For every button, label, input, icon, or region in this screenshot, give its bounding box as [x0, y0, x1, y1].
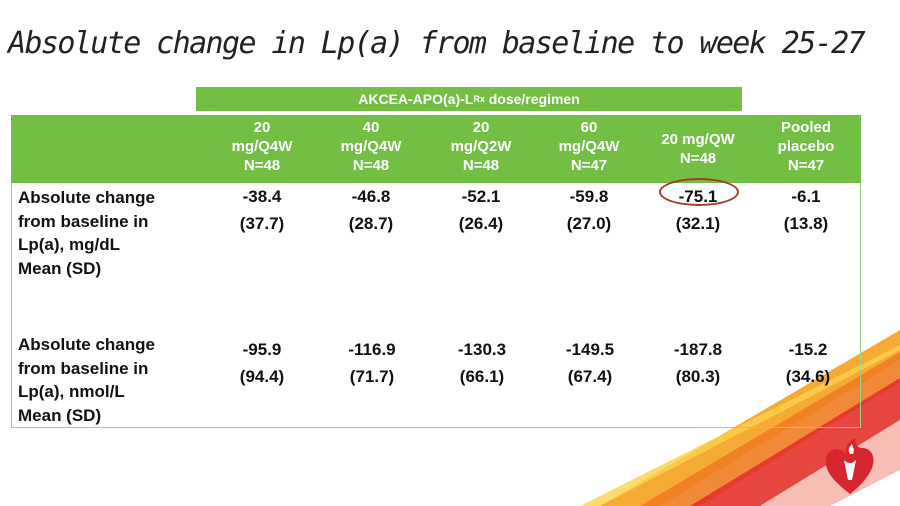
column-header-line: N=48	[243, 157, 281, 174]
column-header-20mg-q2w: 20 mg/Q2W N=48	[431, 118, 531, 175]
cell-mean: -15.2	[788, 340, 828, 359]
cell-sd: (66.1)	[459, 367, 505, 386]
column-header-line: 60	[580, 119, 598, 136]
row-label-line: Absolute change	[18, 335, 155, 354]
highlight-circle	[659, 178, 739, 206]
row-label-line: from baseline in	[18, 358, 149, 378]
cell-sd: (28.7)	[348, 214, 394, 233]
cell-sd: (67.4)	[567, 367, 613, 386]
cell-sd: (32.1)	[675, 214, 721, 233]
column-header-line: N=48	[462, 157, 500, 174]
cell-nmol-l-20mg-q4w: -95.9 (94.4)	[212, 336, 312, 390]
column-header-pooled-placebo: Pooled placebo N=47	[756, 118, 856, 175]
cell-sd: (37.7)	[239, 214, 285, 233]
column-header-40mg-q4w: 40 mg/Q4W N=48	[321, 118, 421, 175]
cell-mg-dl-40mg-q4w: -46.8 (28.7)	[321, 183, 421, 237]
column-header-line: N=48	[352, 157, 390, 174]
heart-torch-icon	[825, 438, 874, 494]
cell-sd: (80.3)	[675, 367, 721, 386]
column-header-line: mg/Q2W	[450, 138, 512, 155]
cell-mean: -38.4	[242, 187, 282, 206]
slide-title: Absolute change in Lp(a) from baseline t…	[8, 26, 866, 61]
cell-nmol-l-40mg-q4w: -116.9 (71.7)	[322, 336, 422, 390]
column-header-line: Pooled	[780, 119, 831, 136]
column-header-20mg-q4w: 20 mg/Q4W N=48	[212, 118, 312, 175]
column-header-line: N=48	[679, 150, 717, 167]
column-header-line: mg/Q4W	[231, 138, 293, 155]
cell-mean: -46.8	[351, 187, 391, 206]
cell-mean: -52.1	[461, 187, 501, 206]
dose-regimen-suffix: dose/regimen	[484, 91, 580, 107]
column-header-line: N=47	[570, 157, 608, 174]
table-header-row	[11, 115, 861, 183]
row-label-line: Lp(a), mg/dL	[18, 235, 120, 254]
cell-nmol-l-20mg-q2w: -130.3 (66.1)	[432, 336, 532, 390]
cell-sd: (71.7)	[349, 367, 395, 386]
row-label-mg-dl: Absolute change from baseline in Lp(a), …	[18, 186, 198, 280]
column-header-line: mg/Q4W	[558, 138, 620, 155]
cell-mean: -116.9	[348, 340, 396, 359]
cell-mean: -59.8	[569, 187, 609, 206]
column-header-line: 20	[253, 119, 271, 136]
column-header-line: mg/Q4W	[340, 138, 402, 155]
cell-nmol-l-60mg-q4w: -149.5 (67.4)	[540, 336, 640, 390]
row-label-line: Absolute change	[18, 188, 155, 207]
cell-mg-dl-pooled-placebo: -6.1 (13.8)	[756, 183, 856, 237]
row-label-line: Mean (SD)	[18, 405, 102, 425]
cell-mg-dl-60mg-q4w: -59.8 (27.0)	[539, 183, 639, 237]
row-label-nmol-l: Absolute change from baseline in Lp(a), …	[18, 333, 198, 427]
cell-sd: (13.8)	[783, 214, 829, 233]
cell-mean: -6.1	[791, 187, 821, 206]
cell-mg-dl-20mg-q4w: -38.4 (37.7)	[212, 183, 312, 237]
cell-mean: -149.5	[565, 340, 615, 359]
cell-nmol-l-20mg-qw: -187.8 (80.3)	[648, 336, 748, 390]
cell-mg-dl-20mg-q2w: -52.1 (26.4)	[431, 183, 531, 237]
column-header-line: 40	[362, 119, 380, 136]
column-header-line: 20	[472, 119, 490, 136]
cell-mean: -187.8	[673, 340, 723, 359]
column-header-60mg-q4w: 60 mg/Q4W N=47	[539, 118, 639, 175]
column-header-line: placebo	[777, 138, 835, 155]
dose-regimen-text: AKCEA-APO(a)-L	[358, 91, 474, 107]
cell-nmol-l-pooled-placebo: -15.2 (34.6)	[758, 336, 858, 390]
column-header-line: 20 mg/QW	[661, 131, 735, 148]
cell-sd: (94.4)	[239, 367, 285, 386]
row-label-line: from baseline in	[18, 211, 149, 231]
dose-regimen-subscript: Rx	[473, 94, 485, 104]
cell-mean: -95.9	[242, 340, 282, 359]
cell-mean: -130.3	[457, 340, 507, 359]
cell-sd: (34.6)	[785, 367, 831, 386]
cell-sd: (26.4)	[458, 214, 504, 233]
column-header-20mg-qw: 20 mg/QW N=48	[647, 130, 749, 168]
column-header-line: N=47	[787, 157, 825, 174]
row-label-line: Mean (SD)	[18, 258, 102, 278]
dose-regimen-header: AKCEA-APO(a)-L Rx dose/regimen	[196, 87, 742, 111]
row-label-line: Lp(a), nmol/L	[18, 382, 125, 401]
cell-sd: (27.0)	[566, 214, 612, 233]
